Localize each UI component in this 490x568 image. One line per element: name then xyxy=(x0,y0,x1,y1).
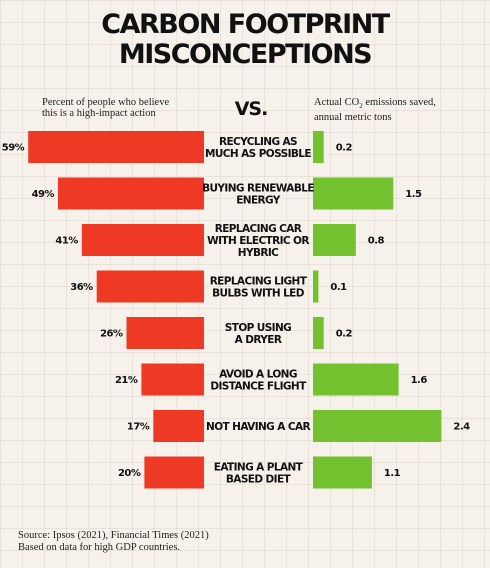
category-label-5: AVOID A LONG DISTANCE FLIGHT xyxy=(210,369,307,393)
right-subtitle-rest: emissions saved, xyxy=(362,97,436,108)
emissions-bar-6 xyxy=(313,410,442,442)
category-label-line: WITH ELECTRIC OR xyxy=(207,235,309,247)
source-note: Source: Ipsos (2021), Financial Times (2… xyxy=(18,530,209,554)
emissions-value-label-7: 1.1 xyxy=(384,468,401,479)
category-label-line: DISTANCE FLIGHT xyxy=(210,381,307,393)
category-label-line: MUCH AS POSSIBLE xyxy=(205,148,311,160)
emissions-bar-5 xyxy=(313,363,399,396)
belief-bar-3 xyxy=(96,270,204,303)
category-label-6: NOT HAVING A CAR xyxy=(206,421,310,433)
belief-bar-7 xyxy=(144,456,204,489)
right-subtitle-subscript: 2 xyxy=(359,102,363,111)
belief-bar-0 xyxy=(28,131,205,163)
emissions-bar-7 xyxy=(313,456,372,489)
category-label-line: ENERGY xyxy=(236,195,281,207)
emissions-bar-2 xyxy=(313,224,356,256)
vs-label: VS. xyxy=(234,98,269,120)
category-label-line: BASED DIET xyxy=(226,474,292,486)
source-line-1: Source: Ipsos (2021), Financial Times (2… xyxy=(18,530,209,541)
category-label-line: RECYCLING AS xyxy=(219,136,297,148)
category-label-line: BUYING RENEWABLE xyxy=(202,183,314,195)
category-label-7: EATING A PLANT BASED DIET xyxy=(214,462,304,486)
belief-bar-6 xyxy=(153,410,204,442)
emissions-bar-4 xyxy=(313,317,324,349)
belief-bar-4 xyxy=(126,317,204,349)
category-label-line: HYBRIC xyxy=(238,247,279,259)
belief-bar-5 xyxy=(141,363,204,396)
category-label-2: REPLACING CAR WITH ELECTRIC OR HYBRIC xyxy=(207,223,309,259)
category-label-3: REPLACING LIGHT BULBS WITH LED xyxy=(210,276,308,300)
emissions-value-label-4: 0.2 xyxy=(336,329,353,340)
title-line-2: MISCONCEPTIONS xyxy=(118,39,373,70)
category-label-line: STOP USING xyxy=(225,322,291,334)
belief-value-label-7: 20% xyxy=(118,468,141,479)
category-label-line: NOT HAVING A CAR xyxy=(206,421,310,433)
category-label-line: A DRYER xyxy=(235,334,282,346)
emissions-bar-1 xyxy=(313,177,394,210)
category-label-1: BUYING RENEWABLE ENERGY xyxy=(202,183,314,207)
belief-value-label-2: 41% xyxy=(55,236,78,247)
emissions-value-label-0: 0.2 xyxy=(336,143,353,154)
belief-bar-1 xyxy=(58,177,204,210)
category-label-line: BULBS WITH LED xyxy=(212,288,305,300)
category-label-line: AVOID A LONG xyxy=(219,369,297,381)
emissions-value-label-3: 0.1 xyxy=(330,282,347,293)
category-label-0: RECYCLING AS MUCH AS POSSIBLE xyxy=(205,136,311,160)
belief-value-label-1: 49% xyxy=(32,189,55,200)
category-label-line: EATING A PLANT xyxy=(214,462,304,474)
right-subtitle-co: Actual CO xyxy=(314,97,360,108)
emissions-value-label-2: 0.8 xyxy=(368,236,385,247)
belief-value-label-3: 36% xyxy=(70,282,93,293)
emissions-value-label-1: 1.5 xyxy=(405,189,422,200)
belief-value-label-0: 59% xyxy=(2,143,25,154)
right-subtitle: Actual CO2 emissions saved, annual metri… xyxy=(314,97,489,123)
category-label-line: REPLACING CAR xyxy=(215,223,302,235)
belief-bar-2 xyxy=(81,224,204,256)
belief-value-label-5: 21% xyxy=(115,375,138,386)
left-subtitle-line-2: this is a high-impact action xyxy=(42,108,156,119)
title-line-1: CARBON FOOTPRINT xyxy=(101,9,390,40)
emissions-bar-0 xyxy=(313,131,324,163)
left-subtitle: Percent of people who believe this is a … xyxy=(42,97,217,119)
left-subtitle-line-1: Percent of people who believe xyxy=(42,97,170,108)
right-subtitle-line-2: annual metric tons xyxy=(314,112,392,124)
belief-value-label-6: 17% xyxy=(127,422,150,433)
emissions-bar-3 xyxy=(313,270,319,303)
category-label-4: STOP USING A DRYER xyxy=(225,322,291,346)
emissions-value-label-6: 2.4 xyxy=(453,422,470,433)
source-line-2: Based on data for high GDP countries. xyxy=(18,542,181,553)
right-subtitle-line-1: Actual CO2 emissions saved, xyxy=(314,97,489,112)
category-label-line: REPLACING LIGHT xyxy=(210,276,308,288)
emissions-value-label-5: 1.6 xyxy=(411,375,428,386)
chart-title: CARBON FOOTPRINT MISCONCEPTIONS xyxy=(0,10,490,70)
belief-value-label-4: 26% xyxy=(100,329,123,340)
